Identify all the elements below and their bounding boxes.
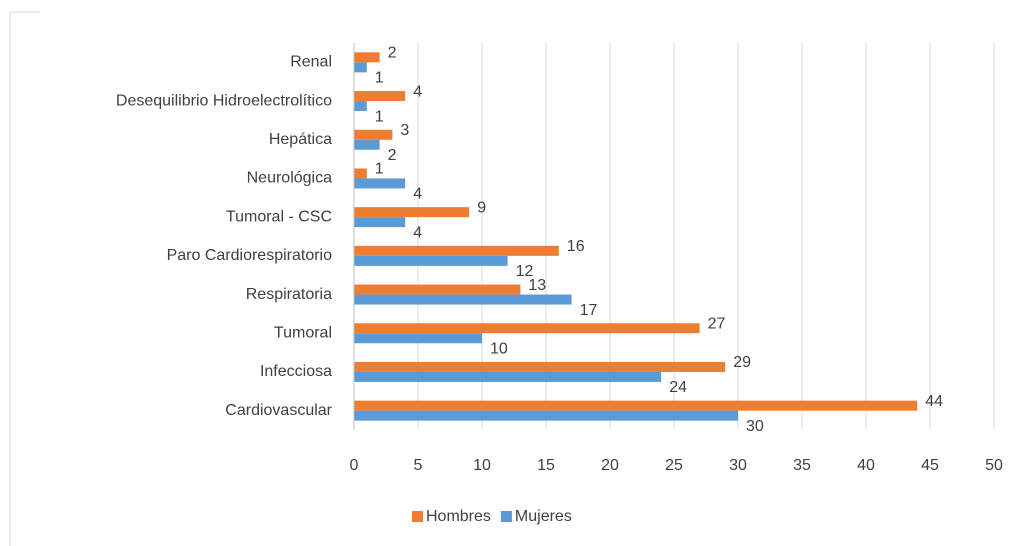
- x-tick-label: 30: [729, 457, 747, 474]
- x-tick-label: 25: [665, 457, 683, 474]
- bar: [354, 168, 367, 179]
- data-label: 3: [400, 122, 409, 139]
- data-label: 4: [413, 224, 422, 241]
- legend-swatch: [412, 511, 423, 522]
- bar: [354, 284, 521, 295]
- data-label: 4: [413, 186, 422, 203]
- bar: [354, 400, 918, 411]
- data-label: 1: [375, 108, 384, 125]
- bar: [354, 62, 367, 73]
- y-tick-label: Renal: [290, 54, 332, 71]
- data-label: 30: [746, 418, 764, 435]
- data-label: 27: [708, 315, 726, 332]
- data-label: 10: [490, 340, 508, 357]
- y-tick-label: Hepática: [269, 131, 332, 148]
- x-tick-label: 15: [537, 457, 555, 474]
- bar: [354, 410, 738, 421]
- data-label: 2: [388, 147, 397, 164]
- y-tick-label: Tumoral: [274, 324, 332, 341]
- data-label: 17: [580, 302, 598, 319]
- data-label: 24: [669, 379, 687, 396]
- bar: [354, 91, 406, 102]
- y-tick-label: Neurológica: [247, 170, 332, 187]
- bar: [354, 129, 393, 140]
- bar: [354, 371, 662, 382]
- data-label: 29: [733, 354, 751, 371]
- data-label: 9: [477, 199, 486, 216]
- bar: [354, 333, 482, 344]
- y-tick-label: Paro Cardiorespiratorio: [167, 247, 333, 264]
- x-tick-label: 45: [921, 457, 939, 474]
- y-tick-label: Desequilibrio Hidroelectrolítico: [116, 92, 332, 109]
- y-tick-label: Tumoral - CSC: [226, 208, 332, 225]
- bar: [354, 217, 406, 228]
- x-tick-label: 20: [601, 457, 619, 474]
- bar: [354, 52, 380, 63]
- bar: [354, 361, 726, 372]
- y-tick-label: Infecciosa: [260, 363, 332, 380]
- data-label: 12: [516, 263, 534, 280]
- legend-swatch: [500, 511, 512, 522]
- bar: [354, 255, 508, 266]
- data-label: 44: [925, 393, 943, 410]
- data-label: 16: [567, 238, 585, 255]
- bar: [354, 207, 470, 218]
- legend-label: Mujeres: [515, 508, 572, 525]
- bar: [354, 101, 367, 112]
- data-label: 4: [413, 83, 422, 100]
- y-tick-label: Cardiovascular: [225, 402, 332, 419]
- x-tick-label: 50: [985, 457, 1003, 474]
- bar: [354, 294, 572, 305]
- data-label: 1: [375, 70, 384, 87]
- x-tick-label: 40: [857, 457, 875, 474]
- legend-label: Hombres: [426, 508, 491, 525]
- x-tick-label: 5: [414, 457, 423, 474]
- x-tick-label: 0: [350, 457, 359, 474]
- x-tick-label: 10: [473, 457, 491, 474]
- bar: [354, 323, 700, 334]
- bar: [354, 139, 380, 150]
- bar: [354, 245, 559, 256]
- data-label: 1: [375, 161, 384, 178]
- x-tick-label: 35: [793, 457, 811, 474]
- data-label: 13: [528, 277, 546, 294]
- y-tick-label: Respiratoria: [246, 286, 332, 303]
- data-label: 2: [388, 45, 397, 62]
- bar: [354, 178, 406, 189]
